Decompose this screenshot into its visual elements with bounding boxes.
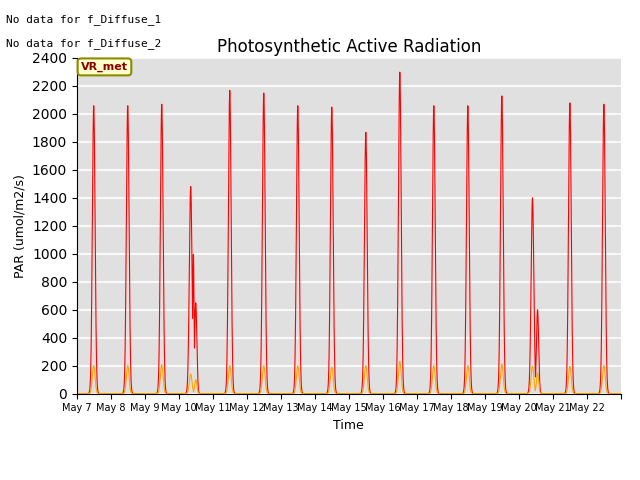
PAR out <box>617 391 625 396</box>
PAR in <box>73 391 81 396</box>
Line: PAR in: PAR in <box>77 72 621 394</box>
Text: VR_met: VR_met <box>81 62 128 72</box>
PAR in <box>611 391 619 396</box>
PAR in <box>534 313 542 319</box>
PAR in <box>617 391 625 396</box>
PAR out <box>73 391 81 396</box>
PAR out <box>396 359 404 364</box>
PAR out <box>209 391 216 396</box>
PAR out <box>611 391 619 396</box>
PAR in <box>467 357 474 363</box>
PAR out <box>184 387 192 393</box>
PAR in <box>184 353 192 359</box>
PAR in <box>419 391 426 396</box>
Text: No data for f_Diffuse_1: No data for f_Diffuse_1 <box>6 14 162 25</box>
Text: No data for f_Diffuse_2: No data for f_Diffuse_2 <box>6 38 162 49</box>
Line: PAR out: PAR out <box>77 361 621 394</box>
PAR out <box>502 390 509 396</box>
PAR in <box>502 380 509 385</box>
PAR out <box>419 391 426 396</box>
Y-axis label: PAR (umol/m2/s): PAR (umol/m2/s) <box>13 174 26 277</box>
PAR out <box>534 372 542 377</box>
PAR in <box>209 391 216 396</box>
PAR out <box>467 387 474 393</box>
Title: Photosynthetic Active Radiation: Photosynthetic Active Radiation <box>216 38 481 56</box>
X-axis label: Time: Time <box>333 419 364 432</box>
PAR in <box>396 69 404 75</box>
